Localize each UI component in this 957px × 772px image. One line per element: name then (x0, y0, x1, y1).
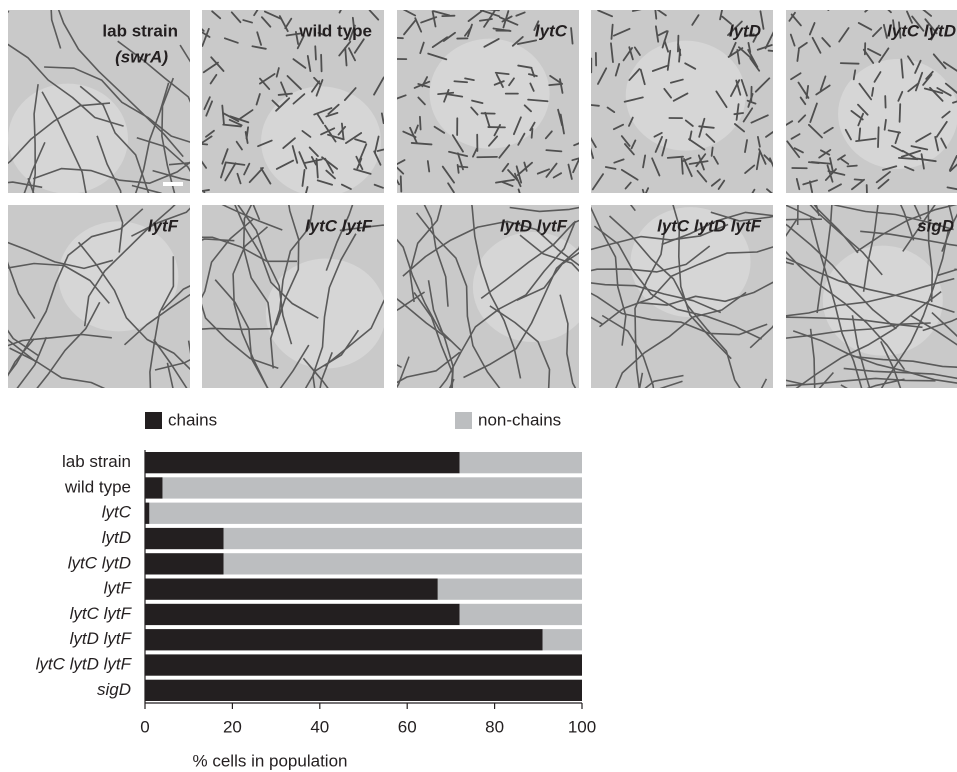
bar-segment (438, 579, 582, 600)
cell (458, 165, 459, 173)
x-axis-label: % cells in population (193, 751, 348, 770)
panel-label: lytC lytF (305, 216, 373, 235)
bar-segment (543, 629, 582, 650)
cell (317, 159, 318, 178)
cell (668, 157, 683, 158)
cell (454, 81, 467, 82)
cell (191, 20, 204, 31)
panel-label: wild type (298, 21, 372, 40)
cell (420, 117, 421, 130)
legend-swatch (145, 412, 162, 429)
y-tick-label: lytC (102, 503, 132, 522)
bar-segment (460, 604, 582, 625)
y-tick-label: lytC lytD lytF (36, 655, 133, 674)
cell (532, 129, 533, 138)
cell (546, 150, 561, 151)
x-tick-label: 60 (398, 717, 417, 736)
x-tick-label: 40 (310, 717, 329, 736)
cell (588, 105, 599, 106)
cell (900, 104, 901, 122)
cell (712, 148, 713, 156)
bar-segment (145, 654, 582, 675)
x-tick-label: 20 (223, 717, 242, 736)
x-tick-label: 100 (568, 717, 596, 736)
y-tick-label: lytF (104, 579, 133, 598)
micrograph: lytC (383, 8, 590, 197)
cell (549, 84, 560, 85)
y-tick-label: wild type (64, 477, 131, 496)
legend-swatch (455, 412, 472, 429)
panel-label: sigD (917, 216, 954, 235)
micrograph: lytD (587, 0, 778, 202)
figure: lab strain (swrA) wild type lytC lytD lytC ly… (0, 0, 957, 772)
cell (859, 128, 860, 139)
cell (383, 37, 403, 38)
panel-sublabel: (swrA) (115, 47, 168, 66)
panel-label: lab strain (102, 21, 178, 40)
cell (485, 9, 499, 10)
y-tick-label: lytD (102, 528, 131, 547)
cell (855, 179, 864, 180)
bar-segment (145, 528, 224, 549)
bar-segment (145, 477, 162, 498)
legend-label: non-chains (478, 410, 561, 429)
cell (809, 162, 819, 163)
panel-label: lytD lytF (500, 216, 568, 235)
bar-segment (145, 579, 438, 600)
y-tick-label: lytC lytD (68, 553, 131, 572)
filament (737, 373, 833, 524)
panel-label: lytC (535, 21, 568, 40)
legend-label: chains (168, 410, 217, 429)
cell (611, 25, 612, 39)
panel-label: lytD (729, 21, 761, 40)
y-tick-label: lab strain (62, 452, 131, 471)
bar-segment (145, 553, 224, 574)
y-tick-label: sigD (97, 680, 131, 699)
bar-segment (162, 477, 582, 498)
panel-label: lytC lytD lytF (657, 216, 762, 235)
cell (841, 63, 859, 64)
filament (0, 11, 9, 47)
y-tick-label: lytC lytF (70, 604, 133, 623)
cell (401, 176, 402, 191)
panel-label: lytC lytD (887, 21, 956, 40)
bar-segment (145, 629, 543, 650)
cell (769, 51, 778, 52)
cell (682, 158, 683, 173)
bar-segment (224, 553, 582, 574)
cell (816, 0, 828, 10)
cell (878, 127, 879, 147)
cell (872, 88, 873, 96)
y-tick-label: lytD lytF (70, 629, 133, 648)
bar-segment (145, 680, 582, 701)
bar-segment (145, 604, 460, 625)
filament (841, 385, 957, 522)
bar-segment (224, 528, 582, 549)
scale-bar (163, 182, 183, 186)
x-tick-label: 0 (140, 717, 149, 736)
x-tick-label: 80 (485, 717, 504, 736)
cell (848, 166, 857, 167)
cell (734, 113, 743, 114)
micrograph: lytC lytD (780, 0, 957, 198)
bar-segment (145, 503, 149, 524)
bar-segment (149, 503, 582, 524)
cell (204, 192, 208, 207)
cell (315, 46, 316, 59)
panel-label: lytF (148, 216, 179, 235)
filament (745, 379, 803, 663)
bar-segment (460, 452, 582, 473)
bar-segment (145, 452, 460, 473)
micrograph: wild type (191, 0, 394, 207)
